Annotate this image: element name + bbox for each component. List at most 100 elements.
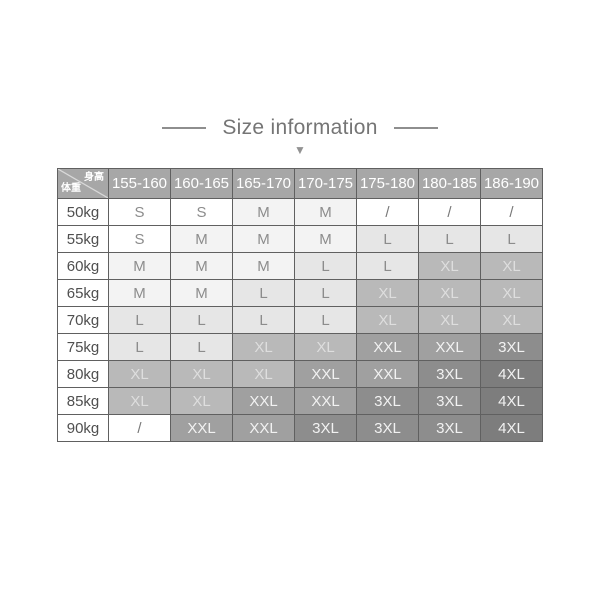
size-cell: XL	[418, 306, 481, 334]
weight-row-header: 70kg	[57, 306, 109, 334]
height-column-header: 170-175	[294, 168, 357, 199]
weight-row-header: 65kg	[57, 279, 109, 307]
size-cell: 3XL	[356, 414, 419, 442]
size-cell: L	[480, 225, 543, 253]
title-row: Size information	[162, 116, 438, 140]
size-cell: XXL	[294, 360, 357, 388]
size-table: 身高 体重 155-160 160-165 165-170 170-175 175-18…	[57, 168, 543, 442]
size-cell: L	[232, 306, 295, 334]
size-cell: /	[356, 198, 419, 226]
corner-height-label: 身高	[84, 172, 104, 183]
size-cell: M	[232, 225, 295, 253]
size-cell: M	[108, 252, 171, 280]
size-cell: XL	[480, 279, 543, 307]
size-cell: L	[232, 279, 295, 307]
size-cell: L	[294, 306, 357, 334]
size-cell: M	[232, 198, 295, 226]
size-cell: XXL	[356, 360, 419, 388]
size-cell: XL	[480, 252, 543, 280]
size-cell: XL	[480, 306, 543, 334]
weight-row-header: 60kg	[57, 252, 109, 280]
size-cell: XL	[418, 279, 481, 307]
size-cell: 4XL	[480, 387, 543, 415]
table-row: 85kg XL XL XXL XXL 3XL 3XL 4XL	[57, 387, 543, 415]
size-cell: XL	[170, 360, 233, 388]
size-cell: L	[170, 333, 233, 361]
arrow-down-icon: ▼	[294, 143, 306, 157]
size-cell: S	[170, 198, 233, 226]
size-cell: XL	[356, 306, 419, 334]
weight-row-header: 80kg	[57, 360, 109, 388]
size-cell: XL	[294, 333, 357, 361]
size-cell: 3XL	[356, 387, 419, 415]
header-row: 身高 体重 155-160 160-165 165-170 170-175 175-18…	[57, 168, 543, 199]
height-column-header: 175-180	[356, 168, 419, 199]
weight-row-header: 50kg	[57, 198, 109, 226]
size-cell: L	[108, 333, 171, 361]
title-line-left	[162, 127, 207, 129]
diagonal-line-icon	[58, 169, 108, 198]
size-cell: L	[356, 252, 419, 280]
size-cell: XL	[356, 279, 419, 307]
weight-row-header: 75kg	[57, 333, 109, 361]
size-cell: M	[170, 225, 233, 253]
size-cell: M	[294, 225, 357, 253]
table-row: 65kg M M L L XL XL XL	[57, 279, 543, 307]
title-section: Size information ▼	[0, 0, 600, 156]
size-cell: L	[294, 252, 357, 280]
table-row: 90kg / XXL XXL 3XL 3XL 3XL 4XL	[57, 414, 543, 442]
size-cell: M	[170, 252, 233, 280]
size-cell: S	[108, 198, 171, 226]
size-table-body: 50kg S S M M / //55kg S M M M L L L 60kg M M M L L XL XL 65kg M…	[57, 198, 543, 442]
size-cell: 3XL	[480, 333, 543, 361]
size-cell: XXL	[356, 333, 419, 361]
size-cell: XL	[232, 360, 295, 388]
height-column-header: 180-185	[418, 168, 481, 199]
weight-row-header: 55kg	[57, 225, 109, 253]
size-cell: XL	[418, 252, 481, 280]
table-row: 55kg S M M M L L L	[57, 225, 543, 253]
size-cell: L	[170, 306, 233, 334]
size-cell: S	[108, 225, 171, 253]
size-cell: 3XL	[418, 387, 481, 415]
height-column-header: 160-165	[170, 168, 233, 199]
size-cell: XL	[232, 333, 295, 361]
table-row: 70kg L L L L XL XL XL	[57, 306, 543, 334]
size-cell: XL	[170, 387, 233, 415]
size-cell: L	[294, 279, 357, 307]
size-cell: XL	[108, 360, 171, 388]
corner-cell: 身高 体重	[57, 168, 109, 199]
size-cell: M	[170, 279, 233, 307]
size-cell: 3XL	[294, 414, 357, 442]
size-cell: M	[294, 198, 357, 226]
size-cell: L	[108, 306, 171, 334]
size-cell: 4XL	[480, 414, 543, 442]
size-cell: M	[232, 252, 295, 280]
corner-weight-label: 体重	[61, 183, 81, 194]
size-cell: 4XL	[480, 360, 543, 388]
size-cell: /	[108, 414, 171, 442]
size-cell: XL	[108, 387, 171, 415]
size-cell: 3XL	[418, 414, 481, 442]
table-row: 60kg M M M L L XL XL	[57, 252, 543, 280]
weight-row-header: 90kg	[57, 414, 109, 442]
size-cell: XXL	[170, 414, 233, 442]
size-cell: 3XL	[418, 360, 481, 388]
height-column-header: 165-170	[232, 168, 295, 199]
title-line-right	[393, 127, 438, 129]
size-cell: L	[418, 225, 481, 253]
page-title: Size information	[222, 116, 378, 139]
weight-row-header: 85kg	[57, 387, 109, 415]
size-cell: XXL	[232, 387, 295, 415]
size-cell: XXL	[418, 333, 481, 361]
size-cell: /	[480, 198, 543, 226]
size-cell: L	[356, 225, 419, 253]
size-cell: /	[418, 198, 481, 226]
size-table-header: 身高 体重 155-160 160-165 165-170 170-175 175-18…	[57, 168, 543, 199]
size-cell: M	[108, 279, 171, 307]
table-row: 50kg S S M M / / /	[57, 198, 543, 226]
size-cell: XXL	[232, 414, 295, 442]
size-cell: XXL	[294, 387, 357, 415]
height-column-header: 186-190	[480, 168, 543, 199]
